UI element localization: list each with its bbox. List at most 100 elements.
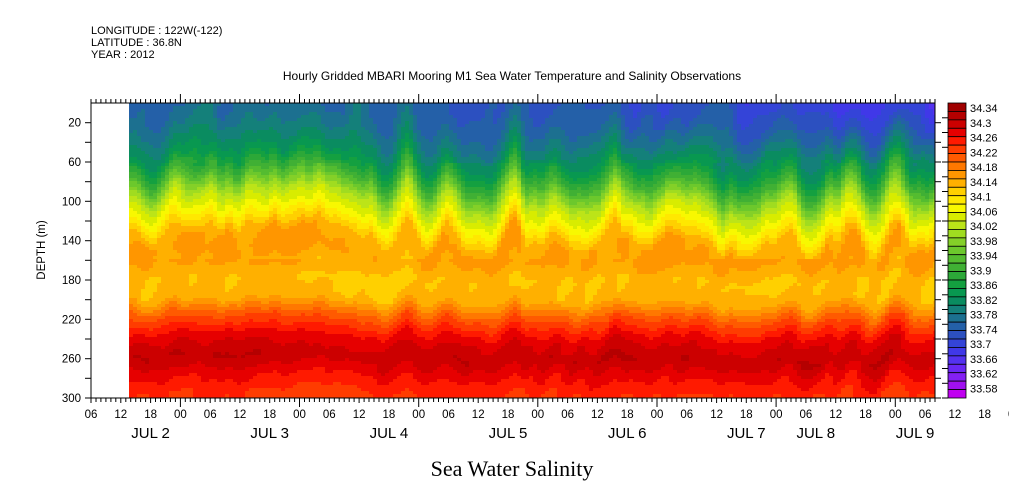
heatmap-cell: [217, 172, 222, 176]
heatmap-cell: [245, 142, 250, 146]
heatmap-cell: [933, 154, 935, 158]
heatmap-cell: [553, 160, 558, 164]
heatmap-cell: [449, 127, 454, 131]
heatmap-cell: [521, 145, 526, 149]
heatmap-cell: [377, 136, 382, 140]
heatmap-cell: [693, 109, 698, 113]
heatmap-cell: [769, 154, 774, 158]
heatmap-cell: [737, 112, 742, 116]
heatmap-cell: [901, 136, 906, 140]
heatmap-cell: [593, 127, 598, 131]
heatmap-cell: [833, 133, 838, 137]
heatmap-cell: [509, 175, 514, 179]
heatmap-cell: [209, 154, 214, 158]
heatmap-cell: [817, 160, 822, 164]
heatmap-cell: [233, 142, 238, 146]
heatmap-cell: [621, 103, 626, 107]
heatmap-cell: [841, 112, 846, 116]
heatmap-cell: [509, 121, 514, 125]
heatmap-cell: [665, 166, 670, 170]
heatmap-cell: [429, 127, 434, 131]
heatmap-cell: [693, 145, 698, 149]
heatmap-cell: [789, 109, 794, 113]
heatmap-cell: [521, 175, 526, 179]
heatmap-cell: [421, 160, 426, 164]
heatmap-cell: [269, 103, 274, 107]
heatmap-cell: [745, 103, 750, 107]
heatmap-cell: [725, 109, 730, 113]
heatmap-cell: [245, 109, 250, 113]
heatmap-cell: [597, 160, 602, 164]
heatmap-cell: [421, 157, 426, 161]
heatmap-cell: [633, 145, 638, 149]
heatmap-cell: [445, 148, 450, 152]
heatmap-cell: [133, 142, 138, 146]
heatmap-cell: [401, 118, 406, 122]
heatmap-cell: [789, 154, 794, 158]
heatmap-cell: [601, 151, 606, 155]
heatmap-cell: [657, 136, 662, 140]
heatmap-cell: [693, 142, 698, 146]
heatmap-cell: [225, 127, 230, 131]
heatmap-cell: [505, 154, 510, 158]
heatmap-cell: [633, 112, 638, 116]
heatmap-cell: [309, 157, 314, 161]
heatmap-cell: [205, 151, 210, 155]
heatmap-cell: [653, 130, 658, 134]
heatmap-cell: [157, 109, 162, 113]
heatmap-cell: [529, 130, 534, 134]
heatmap-cell: [573, 175, 578, 179]
heatmap-cell: [637, 112, 642, 116]
heatmap-cell: [261, 127, 266, 131]
heatmap-cell: [889, 112, 894, 116]
heatmap-cell: [813, 109, 818, 113]
heatmap-cell: [625, 157, 630, 161]
heatmap-cell: [589, 130, 594, 134]
heatmap-cell: [401, 157, 406, 161]
heatmap-cell: [785, 172, 790, 176]
heatmap-cell: [921, 157, 926, 161]
heatmap-cell: [157, 112, 162, 116]
heatmap-cell: [897, 115, 902, 119]
heatmap-cell: [353, 157, 358, 161]
heatmap-cell: [273, 163, 278, 167]
heatmap-cell: [169, 112, 174, 116]
heatmap-cell: [437, 136, 442, 140]
heatmap-cell: [209, 169, 214, 173]
heatmap-cell: [393, 112, 398, 116]
heatmap-cell: [129, 130, 134, 134]
heatmap-cell: [501, 127, 506, 131]
heatmap-cell: [537, 169, 542, 173]
heatmap-cell: [297, 133, 302, 137]
heatmap-cell: [405, 136, 410, 140]
heatmap-cell: [741, 154, 746, 158]
heatmap-cell: [909, 163, 914, 167]
heatmap-cell: [725, 145, 730, 149]
heatmap-cell: [205, 115, 210, 119]
heatmap-cell: [233, 157, 238, 161]
heatmap-cell: [497, 148, 502, 152]
heatmap-cell: [905, 115, 910, 119]
heatmap-cell: [841, 151, 846, 155]
heatmap-cell: [465, 121, 470, 125]
heatmap-cell: [281, 148, 286, 152]
heatmap-cell: [657, 154, 662, 158]
heatmap-cell: [393, 157, 398, 161]
heatmap-cell: [329, 130, 334, 134]
heatmap-cell: [857, 148, 862, 152]
heatmap-cell: [437, 124, 442, 128]
heatmap-cell: [593, 130, 598, 134]
heatmap-cell: [541, 103, 546, 107]
heatmap-cell: [737, 169, 742, 173]
heatmap-cell: [257, 166, 262, 170]
heatmap-cell: [373, 142, 378, 146]
heatmap-cell: [865, 163, 870, 167]
heatmap-cell: [689, 175, 694, 179]
heatmap-cell: [853, 145, 858, 149]
heatmap-cell: [905, 142, 910, 146]
heatmap-cell: [181, 142, 186, 146]
heatmap-cell: [793, 154, 798, 158]
heatmap-cell: [821, 139, 826, 143]
heatmap-cell: [453, 139, 458, 143]
heatmap-cell: [801, 124, 806, 128]
